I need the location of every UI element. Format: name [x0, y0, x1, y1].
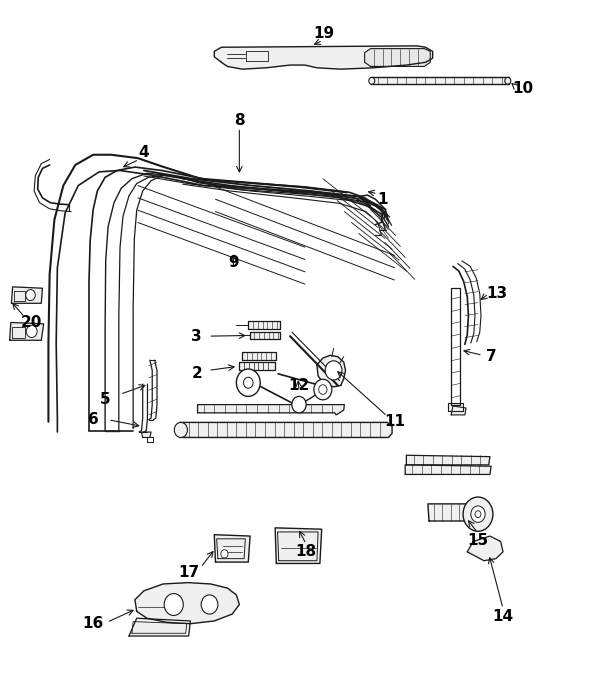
Circle shape: [463, 497, 493, 531]
Text: 7: 7: [486, 349, 496, 364]
Polygon shape: [250, 332, 280, 339]
Text: 1: 1: [377, 191, 388, 206]
Polygon shape: [135, 582, 239, 624]
Circle shape: [505, 78, 511, 84]
Circle shape: [369, 78, 375, 84]
Text: 19: 19: [313, 26, 335, 41]
Circle shape: [221, 549, 228, 558]
Polygon shape: [317, 355, 346, 387]
Text: 6: 6: [88, 412, 99, 427]
Text: 15: 15: [468, 532, 489, 547]
Polygon shape: [248, 321, 280, 329]
Text: 14: 14: [493, 609, 514, 624]
Text: 4: 4: [139, 145, 149, 160]
Circle shape: [26, 289, 35, 300]
Text: 11: 11: [384, 414, 405, 429]
Polygon shape: [129, 618, 190, 636]
Polygon shape: [197, 405, 344, 415]
Polygon shape: [467, 536, 503, 560]
Polygon shape: [405, 465, 491, 475]
Text: 3: 3: [191, 329, 202, 344]
Text: 12: 12: [288, 378, 310, 393]
Polygon shape: [428, 504, 469, 521]
Circle shape: [325, 361, 342, 380]
Circle shape: [164, 593, 183, 615]
Polygon shape: [142, 432, 151, 438]
Circle shape: [26, 325, 37, 338]
Polygon shape: [371, 78, 509, 84]
Polygon shape: [451, 406, 466, 415]
Text: 18: 18: [295, 543, 317, 558]
Polygon shape: [242, 352, 276, 360]
Polygon shape: [214, 46, 432, 69]
Circle shape: [236, 369, 260, 397]
Circle shape: [292, 397, 306, 413]
Polygon shape: [11, 287, 42, 303]
Text: 17: 17: [178, 565, 199, 580]
Polygon shape: [407, 456, 490, 465]
Circle shape: [471, 506, 485, 522]
Text: 10: 10: [512, 81, 533, 96]
Polygon shape: [179, 423, 392, 438]
Polygon shape: [365, 49, 430, 67]
Text: 13: 13: [487, 286, 508, 301]
Text: 5: 5: [100, 392, 111, 407]
Text: 2: 2: [192, 366, 203, 381]
Polygon shape: [275, 528, 322, 563]
Text: 20: 20: [21, 315, 42, 330]
Circle shape: [314, 379, 332, 400]
Circle shape: [201, 595, 218, 614]
Polygon shape: [214, 534, 250, 562]
Polygon shape: [448, 403, 463, 412]
Text: 8: 8: [234, 113, 245, 128]
Polygon shape: [239, 362, 275, 370]
Circle shape: [174, 423, 187, 438]
Text: 16: 16: [83, 616, 104, 631]
Text: 9: 9: [228, 255, 239, 270]
Polygon shape: [10, 322, 44, 340]
